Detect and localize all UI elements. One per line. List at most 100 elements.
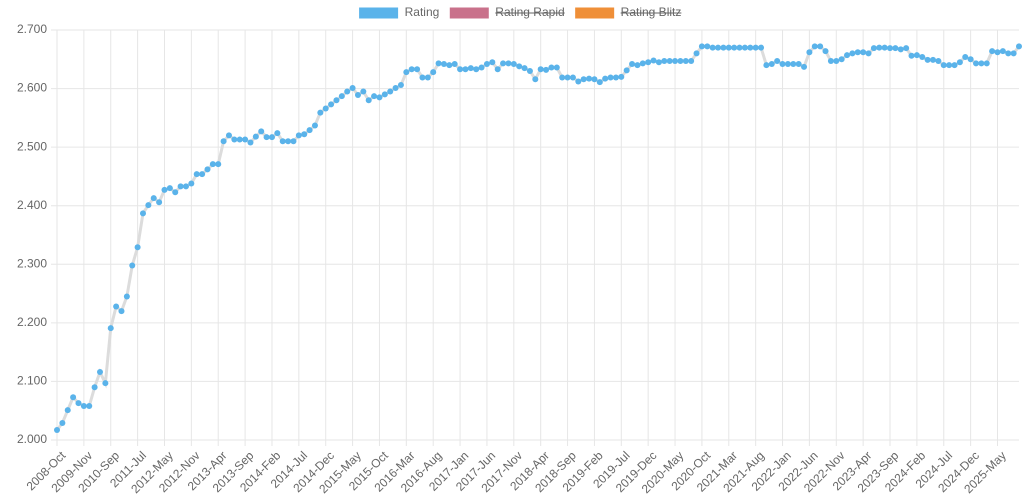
data-point[interactable]	[736, 44, 743, 51]
data-point[interactable]	[704, 43, 711, 50]
data-point[interactable]	[967, 56, 974, 63]
data-point[interactable]	[822, 48, 829, 55]
data-point[interactable]	[134, 244, 141, 251]
data-point[interactable]	[741, 44, 748, 51]
data-point[interactable]	[806, 49, 813, 56]
data-point[interactable]	[940, 62, 947, 69]
data-point[interactable]	[467, 65, 474, 72]
data-point[interactable]	[951, 62, 958, 69]
data-point[interactable]	[457, 66, 464, 73]
data-point[interactable]	[473, 66, 480, 73]
data-point[interactable]	[881, 44, 888, 51]
data-point[interactable]	[107, 325, 114, 332]
data-point[interactable]	[887, 45, 894, 52]
data-point[interactable]	[526, 68, 533, 74]
data-point[interactable]	[236, 136, 243, 143]
data-point[interactable]	[725, 44, 732, 51]
data-point[interactable]	[231, 136, 238, 143]
data-point[interactable]	[150, 195, 157, 202]
data-point[interactable]	[618, 73, 625, 80]
data-point[interactable]	[349, 84, 356, 91]
data-point[interactable]	[75, 400, 82, 407]
data-point[interactable]	[102, 380, 109, 387]
data-point[interactable]	[548, 64, 555, 71]
data-point[interactable]	[962, 53, 969, 60]
data-point[interactable]	[328, 101, 335, 108]
data-point[interactable]	[129, 262, 136, 269]
data-point[interactable]	[451, 60, 458, 67]
data-point[interactable]	[430, 69, 437, 76]
data-point[interactable]	[118, 308, 125, 315]
data-point[interactable]	[274, 130, 281, 137]
data-point[interactable]	[973, 60, 980, 67]
data-point[interactable]	[505, 60, 512, 67]
data-point[interactable]	[655, 59, 662, 66]
data-point[interactable]	[946, 62, 953, 69]
data-point[interactable]	[672, 58, 679, 65]
data-point[interactable]	[698, 43, 705, 50]
data-point[interactable]	[688, 58, 695, 65]
data-point[interactable]	[752, 44, 759, 51]
data-point[interactable]	[849, 50, 856, 57]
data-point[interactable]	[983, 60, 990, 67]
data-point[interactable]	[440, 60, 447, 67]
data-point[interactable]	[731, 44, 738, 51]
data-point[interactable]	[166, 185, 173, 192]
data-point[interactable]	[1016, 43, 1022, 50]
data-point[interactable]	[252, 133, 259, 140]
data-point[interactable]	[747, 44, 754, 51]
data-point[interactable]	[994, 49, 1001, 56]
data-point[interactable]	[500, 60, 507, 67]
data-point[interactable]	[403, 69, 410, 76]
data-point[interactable]	[537, 66, 544, 73]
data-point[interactable]	[268, 134, 275, 141]
data-point[interactable]	[833, 58, 840, 65]
data-point[interactable]	[1010, 50, 1017, 57]
data-point[interactable]	[414, 66, 421, 73]
data-point[interactable]	[317, 109, 324, 116]
data-point[interactable]	[602, 75, 609, 82]
data-point[interactable]	[397, 82, 404, 89]
data-point[interactable]	[854, 49, 861, 56]
data-point[interactable]	[827, 58, 834, 65]
data-point[interactable]	[860, 49, 867, 56]
data-point[interactable]	[209, 161, 216, 168]
data-point[interactable]	[779, 60, 786, 67]
data-point[interactable]	[333, 97, 340, 104]
data-point[interactable]	[199, 171, 206, 178]
data-point[interactable]	[354, 92, 361, 99]
data-point[interactable]	[924, 56, 931, 63]
data-point[interactable]	[817, 43, 824, 50]
data-point[interactable]	[204, 166, 211, 173]
data-point[interactable]	[188, 180, 195, 187]
data-point[interactable]	[424, 74, 431, 81]
data-point[interactable]	[462, 66, 469, 73]
data-point[interactable]	[596, 79, 603, 86]
data-point[interactable]	[54, 427, 60, 434]
data-point[interactable]	[306, 127, 313, 134]
data-point[interactable]	[295, 132, 302, 139]
data-point[interactable]	[161, 186, 168, 193]
data-point[interactable]	[220, 138, 227, 145]
data-point[interactable]	[483, 60, 490, 67]
data-point[interactable]	[682, 58, 689, 65]
data-point[interactable]	[639, 60, 646, 67]
data-point[interactable]	[811, 43, 818, 50]
data-point[interactable]	[715, 44, 722, 51]
data-point[interactable]	[709, 44, 716, 51]
data-point[interactable]	[930, 56, 937, 63]
data-point[interactable]	[177, 183, 184, 190]
data-point[interactable]	[645, 59, 652, 66]
data-point[interactable]	[446, 62, 453, 69]
data-point[interactable]	[591, 76, 598, 83]
data-point[interactable]	[913, 52, 920, 59]
data-point[interactable]	[801, 63, 808, 70]
data-point[interactable]	[242, 136, 249, 143]
data-point[interactable]	[516, 63, 523, 70]
data-point[interactable]	[634, 62, 641, 69]
data-point[interactable]	[935, 58, 942, 65]
data-point[interactable]	[123, 293, 130, 300]
data-point[interactable]	[145, 202, 152, 209]
data-point[interactable]	[768, 60, 775, 67]
data-point[interactable]	[661, 58, 668, 65]
